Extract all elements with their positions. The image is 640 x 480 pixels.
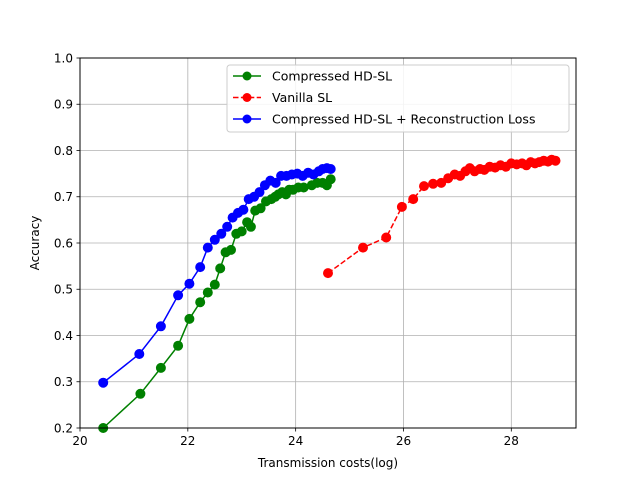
data-point [323,268,333,279]
ticks: 20 22 24 26 28 0.2 0.3 0.4 0.5 0.6 0.7 0.8 0.9 1.0 [54,51,519,448]
data-point [195,262,206,273]
data-point [254,187,265,198]
y-tick-label: 0.7 [54,190,73,204]
data-point [184,278,195,289]
data-point [325,174,336,185]
y-tick-label: 1.0 [54,51,73,65]
y-tick-label: 0.6 [54,236,73,250]
x-tick-label: 22 [180,434,195,448]
data-point [436,177,447,188]
data-point [419,181,429,192]
y-tick-label: 0.2 [54,421,73,435]
data-point [173,340,184,351]
data-point [270,177,281,188]
data-point [550,155,561,166]
legend-entry-0: Compressed HD-SL [233,69,392,84]
data-point [298,182,309,193]
data-point [428,178,439,189]
series-2 [98,163,336,388]
data-point [325,164,336,174]
legend-box [226,64,570,133]
data-point [209,279,220,290]
legend-label: Compressed HD-SL + Reconstruction Loss [272,112,535,127]
series-1 [323,154,561,279]
legend-marker [242,114,252,124]
data-point [255,203,266,214]
y-axis-label: Accuracy [28,216,42,271]
y-tick-label: 0.4 [54,329,73,343]
y-tick-label: 0.5 [54,283,73,297]
data-point [396,201,407,212]
series-0 [98,174,336,433]
x-tick-label: 20 [72,434,87,448]
data-point [202,242,213,253]
y-tick-label: 0.8 [54,144,73,158]
series-layer [98,154,561,433]
x-tick-label: 26 [396,434,411,448]
y-tick-label: 0.3 [54,375,73,389]
data-point [226,244,236,255]
data-point [184,313,195,324]
x-tick-label: 24 [288,434,303,448]
legend-label: Vanilla SL [272,90,332,105]
data-point [245,221,256,232]
legend-marker [242,71,252,81]
data-point [216,228,227,239]
legend-entry-2: Compressed HD-SL + Reconstruction Loss [233,112,535,127]
data-point [195,297,206,308]
data-point [209,234,220,245]
legend: Compressed HD-SL Vanilla SL Compressed HD-… [226,64,570,133]
data-point [202,287,213,298]
data-point [155,321,166,332]
data-point [155,362,166,373]
data-point [98,377,109,388]
data-point [215,263,226,274]
legend-marker [242,93,252,102]
data-point [238,204,249,215]
y-tick-label: 0.9 [54,98,73,112]
x-tick-label: 28 [504,434,519,448]
data-point [222,221,233,232]
x-axis-label: Transmission costs(log) [257,456,398,470]
data-point [134,349,145,359]
data-point [358,242,368,253]
legend-label: Compressed HD-SL [272,69,392,84]
data-point [236,226,247,237]
legend-entry-1: Vanilla SL [233,90,332,105]
data-point [135,388,146,399]
data-point [381,232,392,243]
data-point [408,194,419,205]
data-point [173,290,184,301]
